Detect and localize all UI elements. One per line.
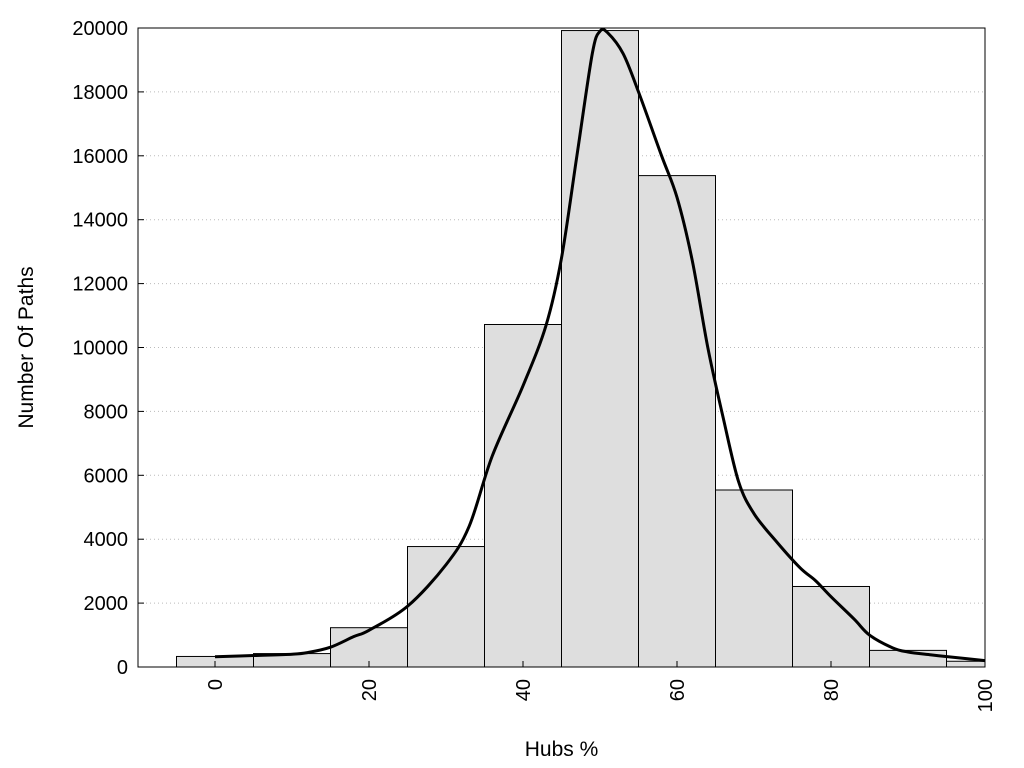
x-tick-label: 20 — [359, 679, 381, 701]
histogram-bar — [792, 585, 870, 668]
histogram-bars — [176, 30, 986, 668]
y-tick-label: 2000 — [84, 593, 129, 615]
y-tick-label: 10000 — [72, 338, 128, 360]
x-axis-ticks: 0 20 40 60 80 100 — [205, 661, 997, 712]
histogram-bar — [946, 660, 986, 668]
density-curve — [214, 27, 986, 663]
histogram-bar — [715, 489, 793, 668]
y-tick-label: 0 — [117, 657, 128, 679]
y-tick-label: 12000 — [72, 274, 128, 296]
x-axis-title: Hubs % — [525, 738, 599, 761]
x-tick-label: 80 — [821, 679, 843, 701]
y-tick-label: 8000 — [84, 401, 129, 423]
y-tick-label: 20000 — [72, 18, 128, 40]
x-tick-label: 60 — [667, 679, 689, 701]
histogram-bar — [484, 323, 562, 668]
histogram-bar — [638, 175, 716, 668]
x-tick-label: 100 — [975, 679, 997, 712]
y-axis-ticks: 0 2000 4000 6000 8000 10000 12000 14000 16000 180… — [72, 18, 144, 679]
y-tick-label: 18000 — [72, 82, 128, 104]
histogram-bar — [330, 627, 408, 668]
y-axis-title: Number Of Paths — [15, 266, 38, 428]
x-tick-label: 40 — [513, 679, 535, 701]
histogram-bar — [561, 30, 639, 668]
y-tick-label: 6000 — [84, 465, 129, 487]
y-tick-label: 14000 — [72, 210, 128, 232]
y-tick-label: 4000 — [84, 529, 129, 551]
x-tick-label: 0 — [205, 679, 227, 690]
y-tick-label: 16000 — [72, 146, 128, 168]
density-curve-line — [214, 27, 986, 663]
